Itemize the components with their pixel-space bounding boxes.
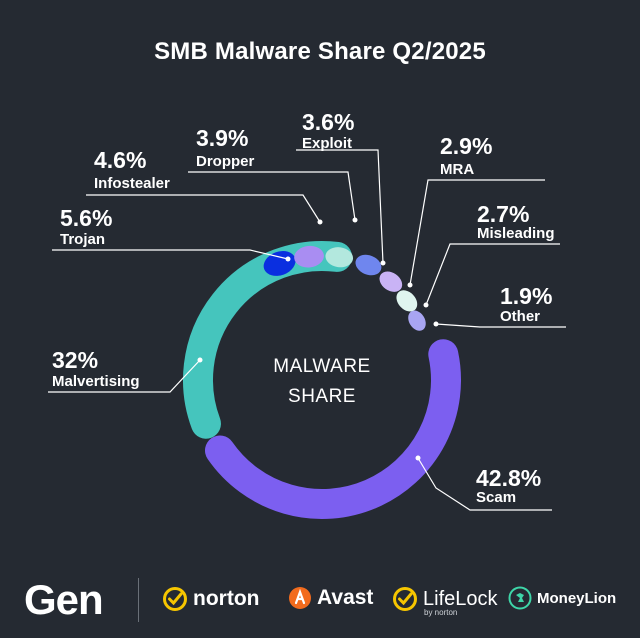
category-label-mra: MRA — [440, 161, 474, 178]
category-label-misleading: Misleading — [477, 225, 555, 242]
slice-scam — [204, 339, 461, 519]
brand-norton-name: norton — [193, 587, 260, 610]
data-label-malvertising: 32% — [52, 347, 98, 373]
leader-dot-infostealer — [317, 219, 323, 225]
footer-brands: Gen norton Avast LifeLock by norton Mone… — [0, 570, 640, 630]
brand-lifelock-name: LifeLock — [423, 587, 498, 610]
leader-dot-mra — [407, 282, 413, 288]
lifelock-check-icon — [393, 587, 417, 611]
data-label-infostealer: 4.6% — [94, 147, 146, 173]
leader-dot-scam — [415, 455, 421, 461]
donut-chart: 42.8%Scam 32%Malvertising 5.6%Trojan 4.6% In… — [48, 109, 566, 519]
data-label-mra: 2.9% — [440, 133, 492, 159]
leader-dot-trojan — [285, 256, 291, 262]
leader-dot-malvertising — [197, 357, 203, 363]
leader-line-trojan — [52, 249, 289, 260]
data-label-exploit: 3.6% — [302, 109, 354, 135]
leader-line-malvertising — [48, 359, 201, 393]
category-label-scam: Scam — [476, 489, 516, 506]
leader-dot-dropper — [352, 217, 358, 223]
brand-moneylion-name: MoneyLion — [537, 589, 617, 607]
leader-line-dropper — [188, 171, 356, 221]
category-label-trojan: Trojan — [60, 231, 105, 248]
category-label-dropper: Dropper — [196, 153, 255, 170]
brand-norton: norton — [162, 586, 259, 612]
slice-mra — [379, 271, 403, 292]
leader-dot-other — [433, 321, 439, 327]
brand-moneylion: MoneyLion — [508, 586, 616, 610]
leader-line-exploit — [296, 149, 384, 264]
leader-line-scam — [417, 457, 552, 511]
center-label-line-2: SHARE — [288, 386, 356, 407]
brand-avast-name: Avast — [317, 586, 374, 609]
category-label-other: Other — [500, 308, 540, 325]
brand-lifelock-sub: by norton — [424, 608, 458, 617]
category-label-exploit: Exploit — [302, 135, 352, 152]
slice-dropper — [325, 247, 354, 268]
category-label-malvertising: Malvertising — [52, 373, 140, 390]
brand-avast: Avast — [288, 586, 373, 610]
leader-line-infostealer — [86, 194, 321, 223]
category-label-infostealer: Infostealer — [94, 175, 170, 192]
avast-icon — [289, 587, 311, 609]
data-label-other: 1.9% — [500, 283, 552, 309]
data-label-dropper: 3.9% — [196, 125, 248, 151]
slice-misleading — [396, 290, 418, 312]
data-label-scam: 42.8% — [476, 465, 541, 491]
slice-other — [408, 310, 426, 331]
gen-logo: Gen — [24, 576, 104, 623]
leader-line-other — [435, 323, 566, 328]
chart-title: SMB Malware Share Q2/2025 — [154, 38, 486, 65]
moneylion-icon — [508, 586, 532, 610]
slice-infostealer — [294, 245, 324, 268]
leader-dot-exploit — [380, 260, 386, 266]
leader-line-misleading — [425, 243, 560, 306]
norton-check-icon — [163, 587, 187, 611]
footer-divider — [138, 578, 139, 622]
leader-dot-misleading — [423, 302, 429, 308]
slice-exploit — [355, 254, 382, 276]
data-label-misleading: 2.7% — [477, 201, 529, 227]
center-label-line-1: MALWARE — [273, 356, 370, 377]
leader-line-mra — [409, 179, 545, 286]
brand-lifelock: LifeLock by norton — [392, 586, 498, 617]
data-label-trojan: 5.6% — [60, 205, 112, 231]
